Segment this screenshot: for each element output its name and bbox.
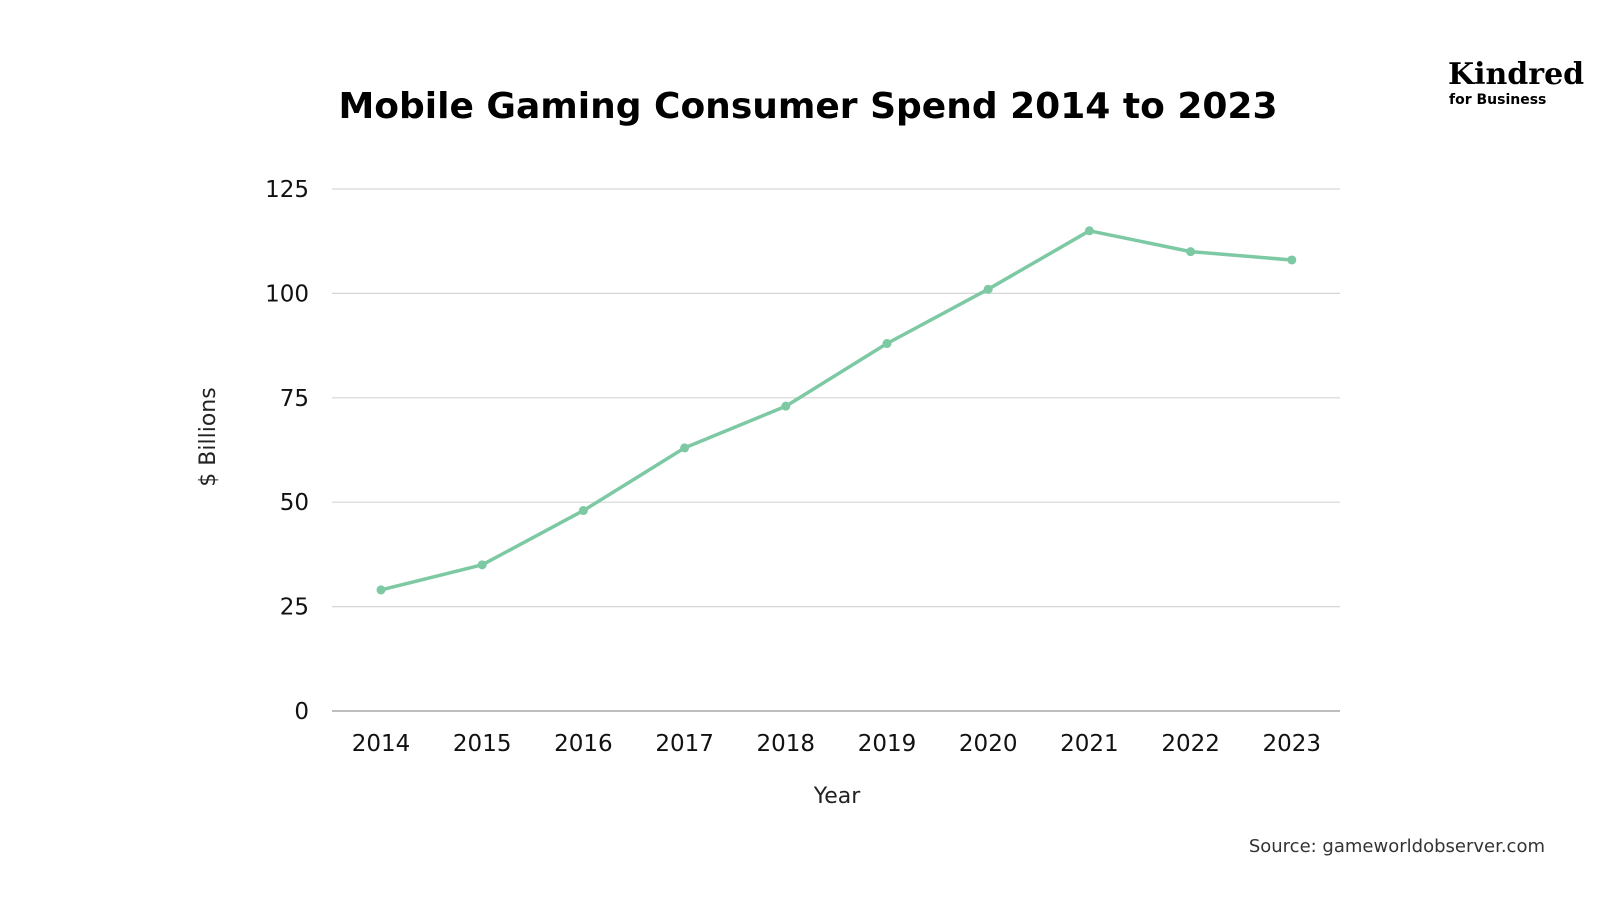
x-axis-title: Year [813, 784, 862, 809]
data-point [1287, 255, 1297, 265]
y-tick-label: 100 [265, 281, 309, 307]
series-line [379, 229, 1294, 592]
series [376, 226, 1297, 595]
data-point [1186, 247, 1196, 257]
y-tick-label: 0 [294, 699, 309, 725]
y-tick-label: 125 [265, 177, 309, 203]
x-axis-ticks: 2014 2015 2016 2017 2018 2019 2020 2021 2022 2023 [352, 731, 1321, 757]
logo-wordmark: Kindred [1448, 57, 1584, 92]
gridlines [332, 188, 1340, 712]
x-tick-label: 2018 [757, 731, 816, 757]
x-tick-label: 2015 [453, 731, 512, 757]
x-tick-label: 2021 [1060, 731, 1119, 757]
data-point [578, 506, 588, 516]
y-tick-label: 25 [280, 595, 309, 621]
data-point [1084, 226, 1094, 236]
data-point [477, 560, 487, 570]
x-tick-label: 2016 [554, 731, 613, 757]
source-note: Source: gameworldobserver.com [1249, 836, 1545, 857]
y-axis-ticks: 0 25 50 75 100 125 [265, 177, 309, 725]
data-point [983, 284, 993, 294]
data-point [680, 443, 690, 453]
x-tick-label: 2020 [959, 731, 1018, 757]
x-tick-label: 2022 [1161, 731, 1220, 757]
x-tick-label: 2017 [655, 731, 714, 757]
data-point [781, 401, 791, 411]
y-tick-label: 75 [280, 386, 309, 412]
data-point [376, 585, 386, 595]
logo-tagline: for Business [1449, 92, 1546, 108]
chart-title: Mobile Gaming Consumer Spend 2014 to 202… [338, 86, 1277, 127]
x-tick-label: 2014 [352, 731, 411, 757]
y-axis-title: $ Billions [196, 387, 221, 486]
y-tick-label: 50 [280, 490, 309, 516]
data-point [882, 339, 892, 349]
x-tick-label: 2019 [858, 731, 917, 757]
logo: Kindred for Business [1448, 57, 1584, 108]
x-tick-label: 2023 [1263, 731, 1322, 757]
